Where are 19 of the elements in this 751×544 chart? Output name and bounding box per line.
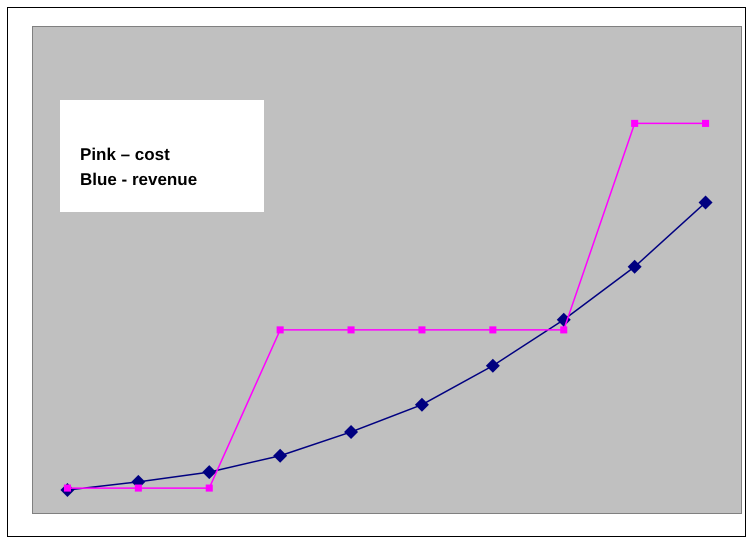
point xyxy=(702,120,710,127)
point xyxy=(344,424,358,439)
point xyxy=(414,398,429,412)
point xyxy=(418,326,426,334)
point xyxy=(348,326,355,334)
point xyxy=(698,195,713,210)
point xyxy=(276,326,284,334)
point xyxy=(202,465,216,480)
annotation: Blue - revenue xyxy=(80,169,198,191)
point xyxy=(486,358,500,373)
point xyxy=(560,326,568,334)
point xyxy=(628,260,642,274)
point xyxy=(206,484,213,492)
point xyxy=(273,448,288,463)
text-box: Pink – cost Blue - revenue xyxy=(60,100,264,212)
annotation: Pink – cost xyxy=(80,144,171,166)
point xyxy=(489,326,496,334)
point xyxy=(134,484,142,492)
point xyxy=(631,120,638,127)
